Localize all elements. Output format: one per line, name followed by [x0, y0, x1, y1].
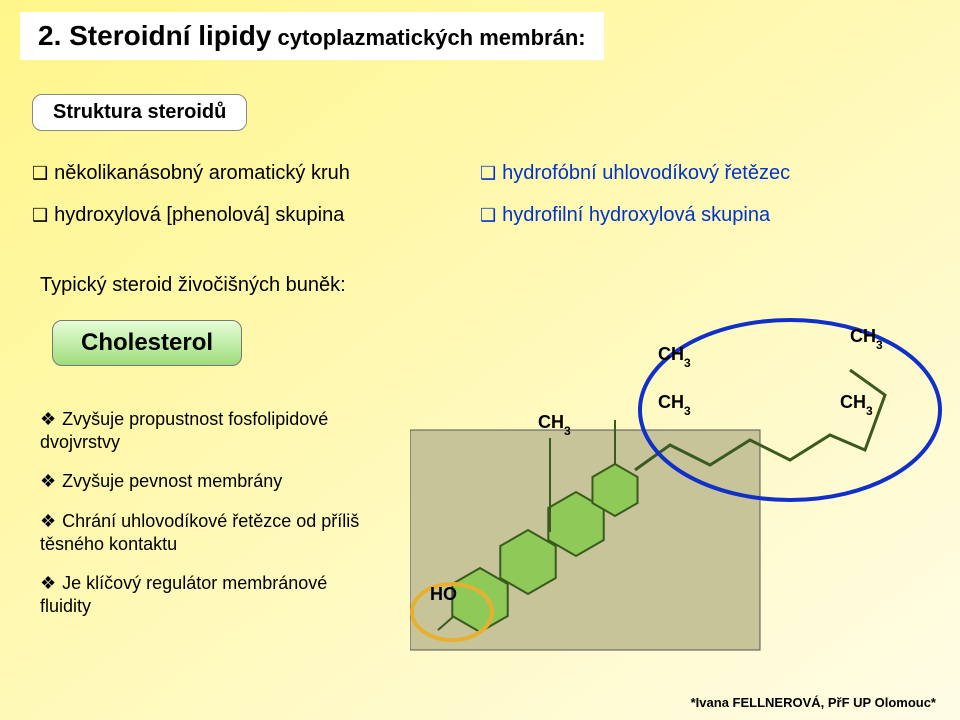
- square-bullet-icon: ❑: [480, 205, 496, 225]
- diamond-bullet-text: Chrání uhlovodíkové řetězce od příliš tě…: [40, 511, 359, 554]
- bullet-right-2: ❑ hydrofilní hydroxylová skupina: [480, 204, 770, 227]
- svg-text:CH3: CH3: [850, 326, 883, 352]
- footer-credit: *Ivana FELLNEROVÁ, PřF UP Olomouc*: [691, 695, 936, 710]
- svg-text:CH3: CH3: [840, 392, 873, 418]
- diamond-bullet-3: ❖Chrání uhlovodíkové řetězce od příliš t…: [40, 510, 380, 557]
- svg-text:HO: HO: [430, 584, 457, 604]
- diamond-bullet-icon: ❖: [40, 511, 56, 531]
- square-bullet-icon: ❑: [480, 163, 496, 183]
- diamond-bullet-text: Je klíčový regulátor membránové fluidity: [40, 573, 327, 616]
- structure-label-box: Struktura steroidů: [32, 94, 247, 131]
- bullet-right-1: ❑ hydrofóbní uhlovodíkový řetězec: [480, 162, 790, 185]
- cholesterol-box: Cholesterol: [52, 320, 242, 366]
- bullet-text: hydroxylová [phenolová] skupina: [54, 204, 344, 226]
- bullet-text: několikanásobný aromatický kruh: [54, 162, 350, 184]
- bullet-text: hydrofilní hydroxylová skupina: [502, 204, 770, 226]
- square-bullet-icon: ❑: [32, 205, 48, 225]
- diamond-bullet-icon: ❖: [40, 409, 56, 429]
- bullet-left-1: ❑ několikanásobný aromatický kruh: [32, 162, 350, 185]
- cholesterol-diagram: CH3CH3CH3CH3CH3HO: [410, 300, 950, 660]
- title-box: 2. Steroidní lipidy cytoplazmatických me…: [20, 12, 604, 60]
- diamond-bullet-text: Zvyšuje propustnost fosfolipidové dvojvr…: [40, 409, 328, 452]
- bullet-left-2: ❑ hydroxylová [phenolová] skupina: [32, 204, 344, 227]
- diamond-bullet-4: ❖Je klíčový regulátor membránové fluidit…: [40, 572, 380, 619]
- svg-text:CH3: CH3: [658, 392, 691, 418]
- diamond-bullet-icon: ❖: [40, 471, 56, 491]
- diamond-bullet-icon: ❖: [40, 573, 56, 593]
- typical-steroid-line: Typický steroid živočišných buněk:: [40, 274, 346, 297]
- title-sub: cytoplazmatických membrán:: [271, 25, 585, 50]
- diamond-bullet-2: ❖ Zvyšuje pevnost membrány: [40, 470, 380, 493]
- diamond-bullet-text: Zvyšuje pevnost membrány: [62, 471, 282, 491]
- title-main: 2. Steroidní lipidy: [38, 20, 271, 51]
- bullet-text: hydrofóbní uhlovodíkový řetězec: [502, 162, 790, 184]
- square-bullet-icon: ❑: [32, 163, 48, 183]
- diamond-bullet-1: ❖Zvyšuje propustnost fosfolipidové dvojv…: [40, 408, 380, 455]
- svg-text:CH3: CH3: [658, 344, 691, 370]
